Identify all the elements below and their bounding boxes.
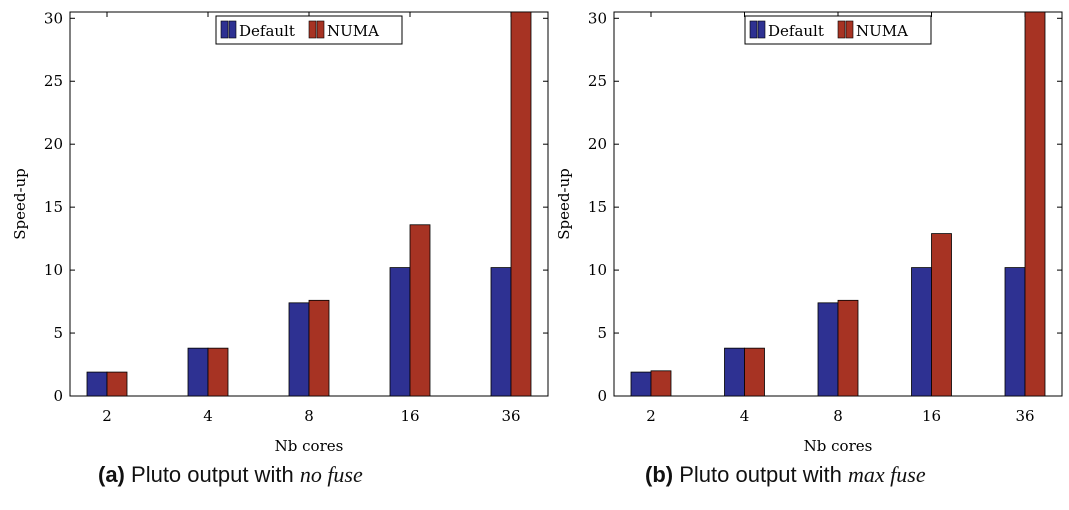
- caption-a: (a) Pluto output with no fuse: [98, 462, 363, 488]
- bar-numa-8: [837, 299, 859, 397]
- y-tick-label: 5: [597, 324, 607, 342]
- legend-label-default: Default: [239, 22, 295, 40]
- x-tick-label: 4: [203, 407, 213, 425]
- y-tick-label: 15: [588, 198, 607, 216]
- bar-default-8: [817, 302, 839, 397]
- bar-numa-8: [308, 299, 330, 397]
- chart-panel-a: 0 5 10 15 20 25 30 2 4 8 16 36 Nb cores Speed-up Defau…: [11, 9, 549, 455]
- legend-swatch-numa-b: [845, 20, 854, 39]
- caption-a-text: Pluto output with: [131, 462, 294, 487]
- x-tick-label: 8: [833, 407, 843, 425]
- x-tick-label: 2: [102, 407, 112, 425]
- x-tick-label: 8: [304, 407, 314, 425]
- legend: Default NUMA: [744, 15, 932, 45]
- legend-swatch-default-b: [228, 20, 237, 39]
- y-tick-label: 30: [588, 9, 607, 27]
- caption-b: (b) Pluto output with max fuse: [645, 462, 926, 488]
- bar-default-4: [724, 347, 745, 397]
- x-tick-label: 16: [922, 407, 941, 425]
- bar-default-16: [911, 267, 932, 397]
- legend-label-numa: NUMA: [327, 22, 379, 40]
- x-tick-label: 4: [740, 407, 750, 425]
- bar-default-2: [630, 371, 652, 397]
- bar-numa-16: [409, 224, 431, 397]
- x-tick-label: 36: [1015, 407, 1034, 425]
- legend: Default NUMA: [215, 15, 403, 45]
- legend-swatch-default-a: [749, 20, 758, 39]
- y-tick-label: 20: [588, 135, 607, 153]
- y-tick-label: 5: [53, 324, 63, 342]
- bar-numa-36: [1024, 11, 1046, 397]
- legend-label-default: Default: [768, 22, 824, 40]
- legend-swatch-numa-a: [837, 20, 846, 39]
- bar-default-2: [86, 371, 108, 397]
- y-tick-label: 25: [588, 72, 607, 90]
- bar-numa-2: [650, 370, 672, 397]
- legend-swatch-numa-b: [316, 20, 325, 39]
- bar-numa-4: [207, 347, 229, 397]
- x-axis-title: Nb cores: [275, 437, 344, 455]
- y-axis-title: Speed-up: [555, 168, 573, 240]
- x-tick-label: 2: [646, 407, 656, 425]
- y-axis-title: Speed-up: [11, 168, 29, 240]
- bar-numa-2: [106, 371, 128, 397]
- x-axis-title: Nb cores: [804, 437, 873, 455]
- x-tick-label: 16: [400, 407, 419, 425]
- bar-default-8: [288, 302, 310, 397]
- legend-swatch-default-a: [220, 20, 229, 39]
- legend-label-numa: NUMA: [856, 22, 908, 40]
- bar-default-36: [490, 267, 512, 397]
- legend-swatch-numa-a: [308, 20, 317, 39]
- caption-b-label: (b): [645, 462, 674, 487]
- legend-swatch-default-b: [757, 20, 766, 39]
- caption-a-emph: no fuse: [299, 462, 363, 487]
- y-tick-label: 20: [44, 135, 63, 153]
- bar-numa-16: [931, 233, 952, 397]
- y-tick-label: 10: [44, 261, 63, 279]
- caption-a-label: (a): [98, 462, 125, 487]
- bar-numa-36: [510, 11, 532, 397]
- bar-default-36: [1004, 267, 1026, 397]
- y-tick-label: 25: [44, 72, 63, 90]
- chart-panel-b: 0 5 10 15 20 25 30 2 4 8 16 36 Nb cores Speed-up Defau…: [555, 9, 1063, 455]
- bar-default-4: [187, 347, 209, 397]
- bar-default-16: [389, 267, 411, 397]
- y-tick-label: 15: [44, 198, 63, 216]
- bar-numa-4: [744, 347, 765, 397]
- y-tick-label: 30: [44, 9, 63, 27]
- caption-b-text: Pluto output with: [679, 462, 842, 487]
- y-tick-label: 0: [597, 387, 607, 405]
- y-tick-label: 10: [588, 261, 607, 279]
- x-tick-label: 36: [501, 407, 520, 425]
- caption-b-emph: max fuse: [848, 462, 926, 487]
- y-tick-label: 0: [53, 387, 63, 405]
